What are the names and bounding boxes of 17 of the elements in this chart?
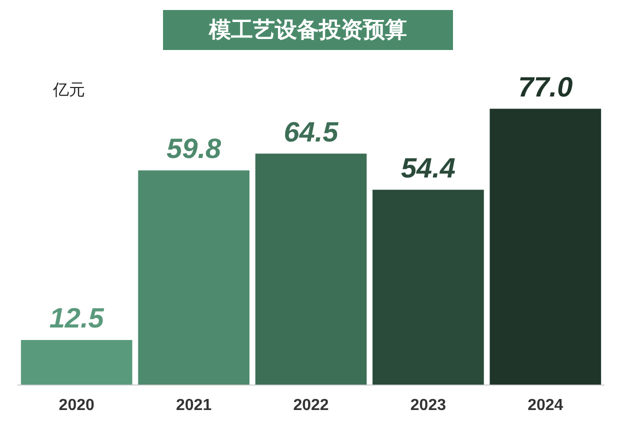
- x-tick-label: 2020: [58, 396, 94, 414]
- x-tick-label: 2023: [410, 396, 446, 414]
- bar: [20, 340, 132, 385]
- x-tick-label: 2024: [528, 396, 564, 414]
- data-label: 77.0: [518, 71, 574, 102]
- bar: [138, 170, 250, 385]
- x-tick-label: 2022: [293, 396, 329, 414]
- y-axis-title: 亿元: [53, 80, 85, 101]
- bar: [372, 190, 484, 385]
- x-tick-label: 2021: [176, 396, 212, 414]
- data-label: 54.4: [400, 152, 456, 184]
- data-label: 59.8: [166, 133, 222, 164]
- data-label: 64.5: [284, 116, 339, 148]
- data-label: 12.5: [49, 302, 104, 334]
- chart-title: 模工艺设备投资预算: [163, 10, 453, 50]
- bar: [490, 108, 602, 385]
- bar: [255, 154, 367, 385]
